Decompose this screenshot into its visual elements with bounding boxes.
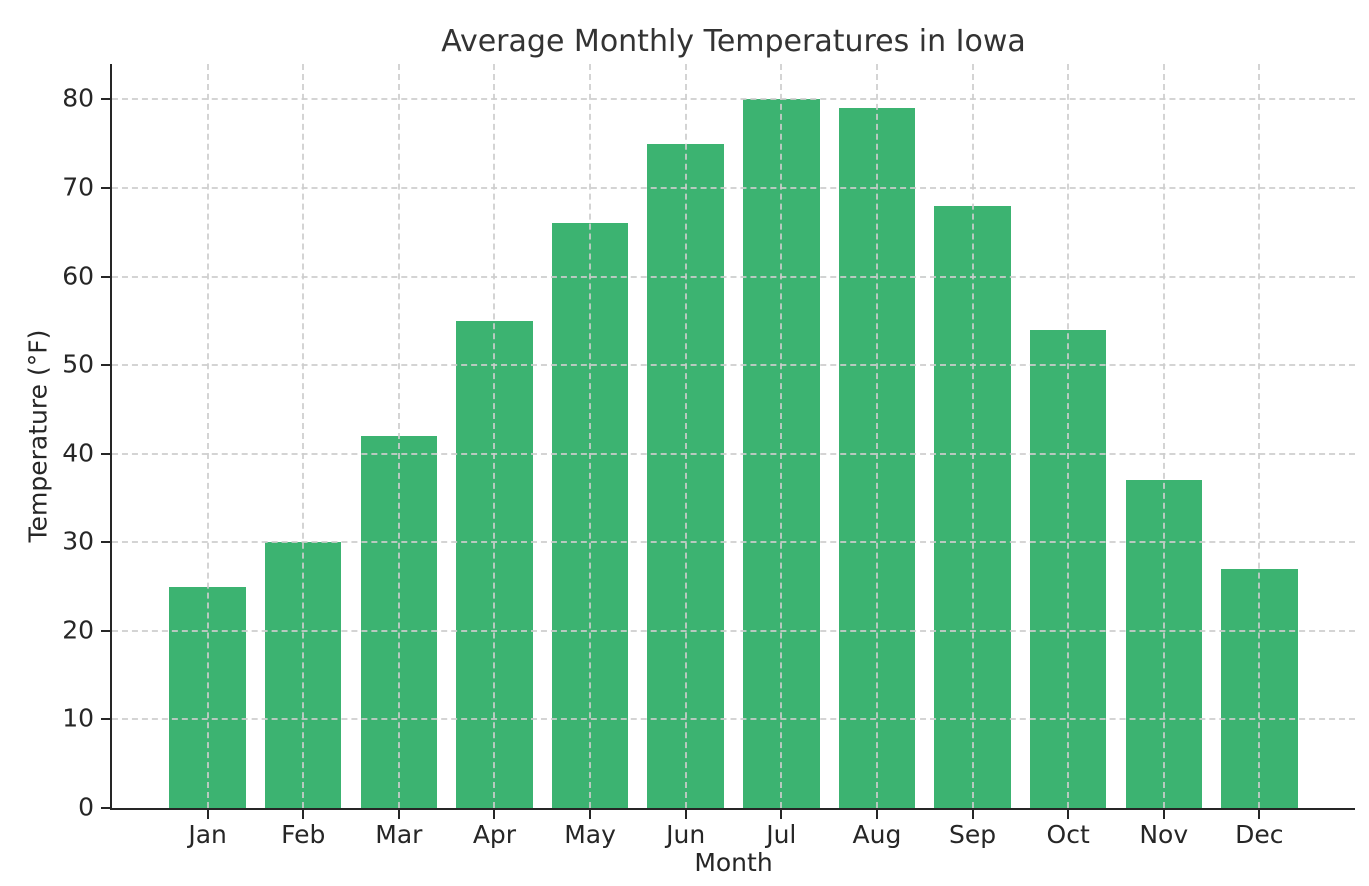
x-axis-label: Month bbox=[694, 848, 773, 877]
x-tick bbox=[589, 810, 592, 819]
x-tick-label: Feb bbox=[281, 820, 326, 849]
h-gridline bbox=[112, 718, 1355, 721]
x-tick-label: Aug bbox=[852, 820, 902, 849]
x-tick bbox=[206, 810, 209, 819]
x-tick bbox=[1162, 810, 1165, 819]
y-tick-label: 30 bbox=[62, 526, 94, 556]
x-axis-spine bbox=[110, 808, 1355, 810]
x-tick-label: Mar bbox=[375, 820, 423, 849]
v-gridline bbox=[397, 64, 400, 808]
y-tick bbox=[101, 98, 110, 101]
y-tick bbox=[101, 187, 110, 189]
x-tick bbox=[780, 810, 783, 819]
v-gridline bbox=[875, 64, 878, 808]
y-tick-label: 0 bbox=[78, 792, 94, 822]
plot-area: 0 10 20 30 40 50 60 70 80 Jan Feb Mar Apr May Jun Jul Au… bbox=[62, 64, 1355, 849]
v-gridline bbox=[589, 64, 592, 808]
y-tick-label: 80 bbox=[62, 83, 94, 113]
v-gridline bbox=[302, 64, 305, 808]
y-tick-label: 40 bbox=[62, 438, 94, 468]
h-gridline bbox=[112, 541, 1355, 544]
v-gridline bbox=[206, 64, 209, 808]
x-tick-label: May bbox=[564, 820, 616, 849]
y-tick bbox=[101, 718, 110, 721]
y-tick bbox=[101, 629, 110, 632]
x-tick-label: Oct bbox=[1046, 820, 1090, 849]
x-tick bbox=[493, 810, 496, 819]
x-tick-label: Sep bbox=[948, 820, 997, 849]
x-tick-label: Jul bbox=[766, 820, 797, 849]
x-tick bbox=[1258, 810, 1261, 819]
v-gridline bbox=[971, 64, 974, 808]
chart-title: Average Monthly Temperatures in Iowa bbox=[441, 24, 1026, 59]
y-tick bbox=[101, 364, 110, 367]
x-tick bbox=[397, 810, 400, 819]
v-gridline bbox=[1067, 64, 1070, 808]
y-tick bbox=[101, 275, 110, 278]
h-gridline bbox=[112, 275, 1355, 278]
x-tick-label: Nov bbox=[1139, 820, 1189, 849]
y-tick-label: 20 bbox=[62, 615, 94, 645]
y-axis-spine bbox=[110, 64, 112, 810]
h-gridline bbox=[112, 629, 1355, 632]
x-tick-label: Jan bbox=[188, 820, 227, 849]
h-gridline bbox=[112, 187, 1355, 189]
v-gridline bbox=[1258, 64, 1261, 808]
x-tick bbox=[1067, 810, 1070, 819]
x-tick-label: Dec bbox=[1235, 820, 1284, 849]
x-tick-label: Apr bbox=[472, 820, 517, 849]
x-tick bbox=[875, 810, 878, 819]
y-tick-label: 60 bbox=[62, 260, 94, 290]
y-tick-label: 10 bbox=[62, 703, 94, 733]
v-gridline bbox=[1162, 64, 1165, 808]
y-tick-label: 70 bbox=[62, 172, 94, 202]
h-gridline bbox=[112, 98, 1355, 101]
v-gridline bbox=[684, 64, 687, 808]
x-tick bbox=[971, 810, 974, 819]
x-tick-label: Jun bbox=[666, 820, 706, 849]
x-tick bbox=[302, 810, 305, 819]
h-gridline bbox=[112, 364, 1355, 367]
y-tick bbox=[101, 452, 110, 455]
v-gridline bbox=[493, 64, 496, 808]
y-tick bbox=[101, 807, 110, 809]
v-gridline bbox=[780, 64, 783, 808]
y-tick bbox=[101, 541, 110, 544]
x-tick bbox=[684, 810, 687, 819]
y-tick-label: 50 bbox=[62, 349, 94, 379]
h-gridline bbox=[112, 452, 1355, 455]
